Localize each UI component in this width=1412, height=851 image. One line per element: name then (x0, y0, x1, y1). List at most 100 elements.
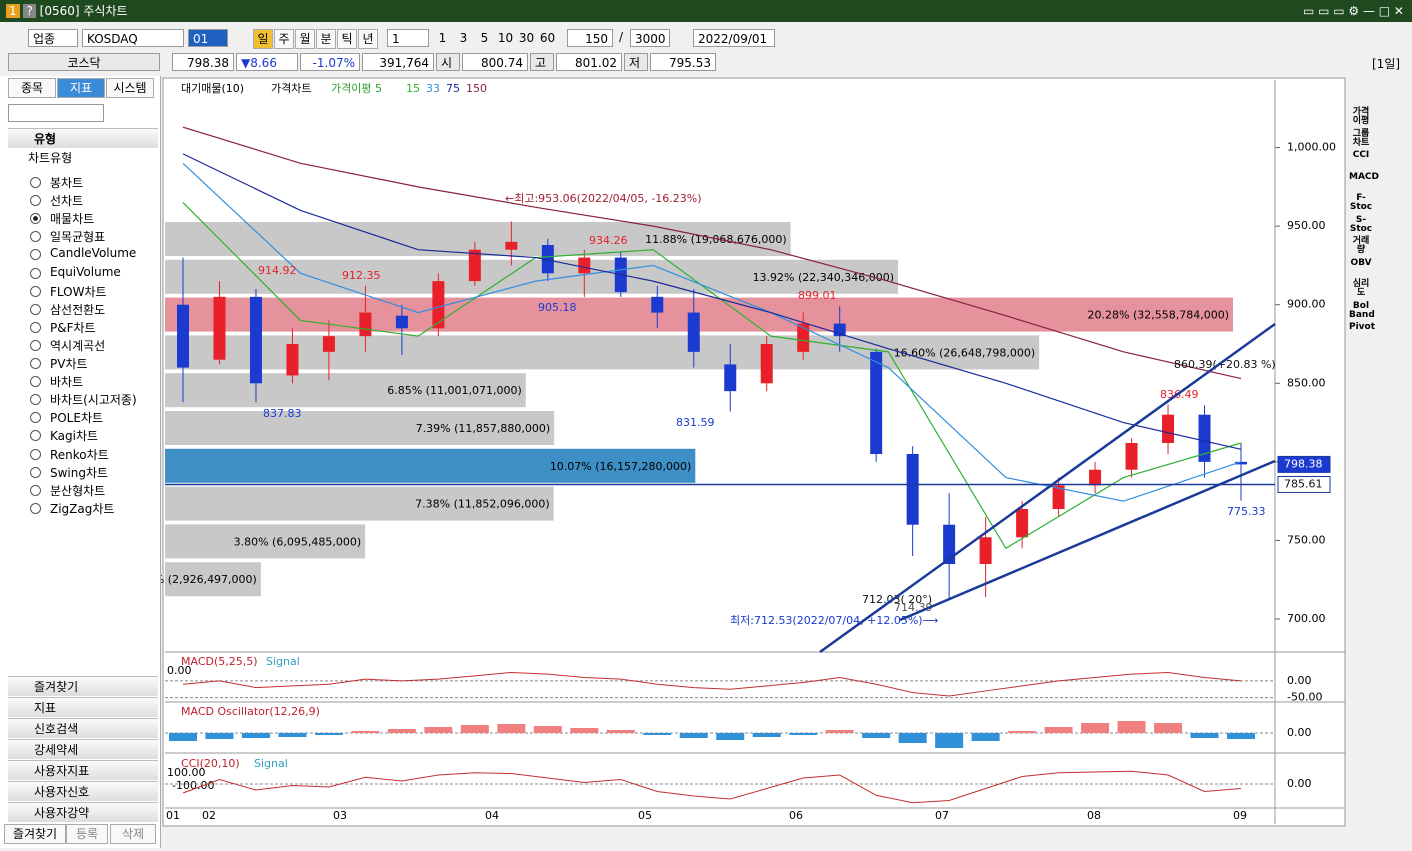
chart-type-item[interactable]: 삼선전환도 (50, 302, 106, 317)
tool-button[interactable]: S-Stoc (1349, 214, 1373, 234)
section-header[interactable]: 사용자신호 (8, 781, 158, 801)
volume-profile-bar (165, 524, 366, 559)
chart-type-item[interactable]: EquiVolume (50, 264, 121, 279)
radio[interactable] (30, 195, 41, 207)
x-tick-label: 08 (1087, 809, 1101, 822)
chart-type-item[interactable]: 바차트 (50, 375, 84, 390)
radio[interactable] (30, 339, 41, 351)
interval-button[interactable]: 60 (539, 31, 556, 45)
moving-average (182, 126, 1242, 380)
radio[interactable] (30, 376, 41, 388)
chart-type-item[interactable]: 바차트(시고저종) (50, 393, 137, 408)
period-button[interactable]: 주 (274, 29, 294, 49)
oscillator-bar (424, 727, 453, 733)
chart-type-item[interactable]: Renko차트 (50, 447, 109, 462)
quote-name: 코스닥 (8, 53, 160, 71)
chart-type-item[interactable]: FLOW차트 (50, 284, 107, 299)
radio[interactable] (30, 484, 41, 496)
tool-button[interactable]: F-Stoc (1349, 193, 1373, 212)
period-button[interactable]: 틱 (337, 29, 357, 49)
radio[interactable] (30, 267, 41, 279)
chart-type-item[interactable]: 선차트 (50, 194, 84, 209)
period-button[interactable]: 월 (295, 29, 315, 49)
tool-button[interactable]: MACD (1349, 171, 1379, 182)
volume-profile-label: 3.80% (6,095,485,000) (234, 535, 362, 548)
radio[interactable] (30, 231, 41, 243)
section-header[interactable]: 즐겨찾기 (8, 676, 158, 696)
volume-profile-label: 13.92% (22,340,346,000) (753, 271, 895, 284)
tool-button[interactable]: 거래량 (1352, 236, 1370, 255)
radio[interactable] (30, 177, 41, 188)
sidebar-button[interactable]: 즐겨찾기 (4, 824, 66, 844)
radio[interactable] (30, 394, 41, 406)
sidebar-tab[interactable]: 시스템 (106, 78, 154, 98)
radio[interactable] (30, 466, 41, 478)
chart-type-item[interactable]: 봉차트 (50, 176, 84, 190)
volume-profile-bar (165, 448, 696, 483)
chart-type-item[interactable]: P&F차트 (50, 320, 96, 335)
section-header[interactable]: 신호검색 (8, 718, 158, 738)
oscillator-bar (1154, 723, 1183, 733)
radio[interactable] (30, 448, 41, 460)
radio[interactable] (30, 285, 41, 297)
radio[interactable] (30, 358, 41, 369)
interval-button[interactable]: 30 (518, 31, 535, 45)
trend-line (899, 459, 1276, 622)
code-input[interactable]: 01 (188, 29, 228, 47)
chart-type-item[interactable]: ZigZag차트 (50, 501, 115, 516)
period-button[interactable]: 분 (316, 29, 336, 49)
index-select[interactable]: KOSDAQ (82, 29, 184, 47)
unit-select[interactable]: 1 (387, 29, 429, 47)
chart-type-item[interactable]: 매물차트 (50, 212, 95, 227)
chart-type-item[interactable]: CandleVolume (50, 246, 137, 261)
section-header[interactable]: 지표 (8, 697, 158, 717)
radio[interactable] (30, 430, 41, 442)
tool-button[interactable]: OBV (1350, 257, 1372, 268)
max-input[interactable]: 3000 (630, 29, 670, 47)
candle-body (286, 344, 299, 376)
y-tick-label: 950.00 (1287, 219, 1326, 232)
chart-type-item[interactable]: 분산형차트 (50, 483, 106, 498)
search-input[interactable] (8, 104, 104, 122)
radio[interactable] (30, 321, 41, 333)
y-tick-label: 850.00 (1287, 376, 1326, 389)
radio[interactable] (30, 213, 41, 225)
radio[interactable] (30, 502, 41, 514)
period-button[interactable]: 일 (253, 29, 273, 49)
radio[interactable] (30, 412, 41, 424)
section-header[interactable]: 강세약세 (8, 739, 158, 759)
interval-button[interactable]: 1 (438, 31, 447, 45)
indicator-signal: Signal (254, 757, 288, 770)
radio[interactable] (30, 303, 41, 315)
sidebar-button[interactable]: 삭제 (110, 824, 156, 844)
candle-body (541, 245, 554, 274)
moving-average (182, 202, 1242, 550)
period-button[interactable]: 년 (358, 29, 378, 49)
tool-button[interactable]: 가격이평 (1352, 107, 1370, 126)
chart-type-item[interactable]: POLE차트 (50, 411, 104, 426)
chart-type-item[interactable]: 역시계곡선 (50, 338, 106, 353)
tool-button[interactable]: 심리도 (1352, 279, 1370, 298)
sidebar-tab[interactable]: 종목 (8, 78, 56, 98)
chart-type-item[interactable]: 일목균형표 (50, 230, 106, 245)
chart-type-item[interactable]: PV차트 (50, 357, 88, 371)
tool-button[interactable]: 그룹차트 (1352, 128, 1370, 148)
interval-button[interactable]: 10 (497, 31, 514, 45)
tool-button[interactable]: Bol Band (1349, 300, 1375, 320)
section-header[interactable]: 사용자지표 (8, 760, 158, 780)
interval-button[interactable]: 3 (459, 31, 468, 45)
sidebar-button[interactable]: 등록 (66, 824, 108, 844)
section-header[interactable]: 사용자강약 (8, 802, 158, 822)
market-select[interactable]: 업종 (28, 29, 78, 47)
count-input[interactable]: 150 (567, 29, 613, 47)
interval-button[interactable]: 5 (480, 31, 489, 45)
tool-button[interactable]: Pivot (1349, 322, 1376, 332)
period-label: [1일] (1372, 57, 1401, 71)
tool-button[interactable]: CCI (1352, 150, 1370, 160)
chart-type-item[interactable]: Kagi차트 (50, 429, 99, 444)
date-input[interactable]: 2022/09/01 (693, 29, 775, 47)
radio[interactable] (30, 249, 41, 261)
legend-item: 15 (406, 82, 420, 95)
chart-type-item[interactable]: Swing차트 (50, 465, 109, 480)
sidebar-tab[interactable]: 지표 (57, 78, 105, 98)
